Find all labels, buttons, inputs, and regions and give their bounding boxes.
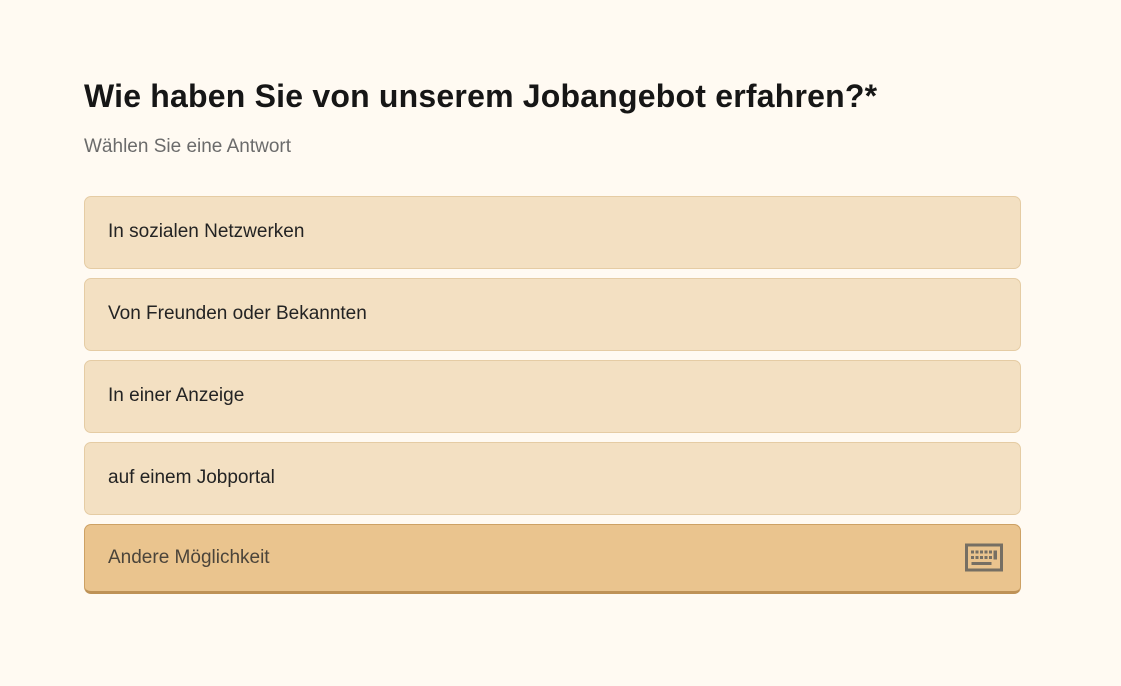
answer-option-label: In einer Anzeige bbox=[108, 385, 245, 407]
keyboard-icon bbox=[965, 543, 1003, 572]
question-title: Wie haben Sie von unserem Jobangebot erf… bbox=[84, 78, 878, 114]
answer-option-jobportal[interactable]: auf einem Jobportal bbox=[84, 441, 1021, 515]
question-block: Wie haben Sie von unserem Jobangebot erf… bbox=[84, 0, 1021, 603]
answer-option-label: Von Freunden oder Bekannten bbox=[108, 303, 367, 325]
answer-option-anzeige[interactable]: In einer Anzeige bbox=[84, 359, 1021, 433]
answer-option-label: auf einem Jobportal bbox=[108, 467, 275, 489]
answer-option-soziale-netzwerke[interactable]: In sozialen Netzwerken bbox=[84, 195, 1021, 269]
answer-option-label: Andere Möglichkeit bbox=[108, 546, 270, 568]
answer-options-list: In sozialen Netzwerken Von Freunden oder… bbox=[84, 195, 1021, 594]
answer-option-label: In sozialen Netzwerken bbox=[108, 221, 305, 243]
answer-option-andere-moeglichkeit[interactable]: Andere Möglichkeit bbox=[84, 523, 1021, 594]
answer-option-freunde-bekannte[interactable]: Von Freunden oder Bekannten bbox=[84, 277, 1021, 351]
question-subtitle: Wählen Sie eine Antwort bbox=[84, 135, 292, 157]
